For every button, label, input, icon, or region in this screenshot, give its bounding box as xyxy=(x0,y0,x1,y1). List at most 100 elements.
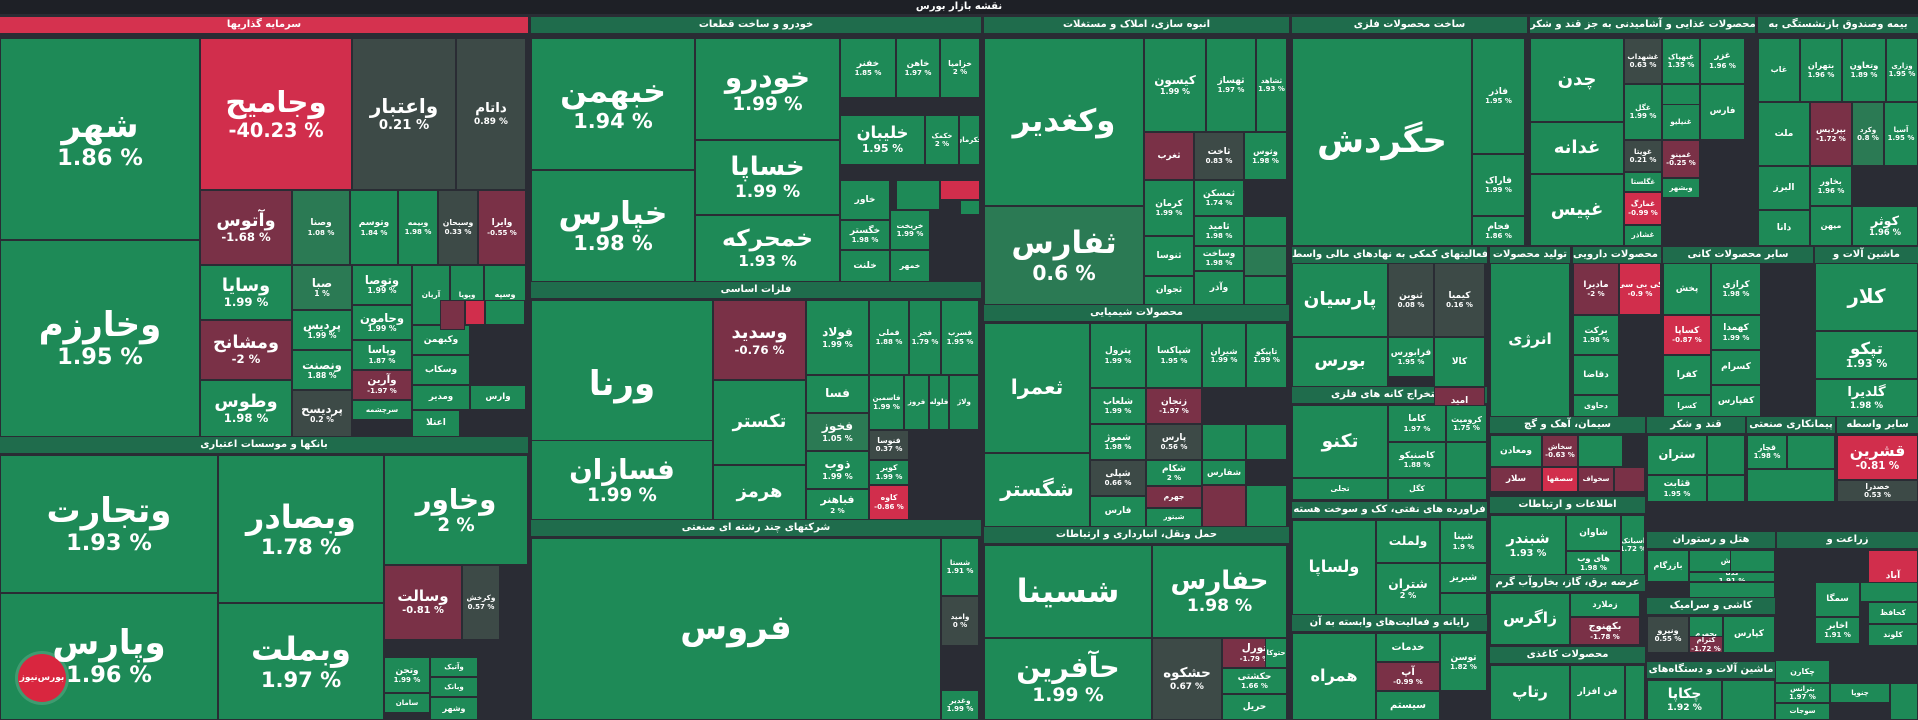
stock-tile[interactable]: حکشتی 1.66 % xyxy=(1222,668,1287,694)
stock-tile[interactable]: فاذر 1.95 % xyxy=(1472,38,1525,154)
stock-tile[interactable]: فروز xyxy=(904,375,929,430)
stock-tile[interactable]: وبملت 1.97 % xyxy=(218,603,384,720)
stock-tile[interactable]: کلار xyxy=(1815,263,1918,331)
stock-tile[interactable]: غبهپاک 1.35 % xyxy=(1662,38,1700,84)
stock-tile[interactable]: کی بی سی -0.9 % xyxy=(1619,263,1661,315)
stock-cell[interactable] xyxy=(1890,683,1918,720)
stock-tile[interactable]: کرومیت 1.75 % xyxy=(1446,405,1487,442)
stock-tile[interactable]: وتعاون 1.89 % xyxy=(1842,38,1886,102)
stock-tile[interactable]: وشهر xyxy=(430,697,478,720)
stock-cell[interactable] xyxy=(1244,276,1287,305)
stock-tile[interactable]: خدمات xyxy=(1376,633,1440,662)
stock-tile[interactable]: وکغدیر xyxy=(984,38,1144,206)
stock-cell[interactable] xyxy=(485,300,525,325)
stock-tile[interactable]: ثامید 1.98 % xyxy=(1194,216,1244,246)
stock-cell[interactable] xyxy=(1446,478,1487,500)
stock-tile[interactable]: خودرو 1.99 % xyxy=(695,38,840,140)
sector-title[interactable]: بیمه وصندوق بازنشستگی به xyxy=(1758,17,1918,33)
stock-tile[interactable]: وطوس 1.98 % xyxy=(200,380,292,437)
stock-tile[interactable]: وسدید -0.76 % xyxy=(713,300,806,380)
stock-tile[interactable]: پخش xyxy=(1663,263,1711,315)
stock-tile[interactable]: وتجارت 1.93 % xyxy=(0,455,218,593)
sector-title[interactable]: بانکها و موسسات اعتباری xyxy=(0,437,528,453)
stock-tile[interactable]: کحافظ xyxy=(1868,602,1918,624)
stock-tile[interactable]: حفارس 1.98 % xyxy=(1152,545,1287,638)
stock-tile[interactable]: ستران xyxy=(1647,435,1707,475)
stock-tile[interactable]: کهمدا 1.99 % xyxy=(1711,315,1761,350)
stock-tile[interactable]: بتهران 1.96 % xyxy=(1800,38,1842,102)
stock-tile[interactable]: خلیبان 1.95 % xyxy=(840,115,925,165)
stock-tile[interactable]: فولاد 1.99 % xyxy=(806,300,869,375)
stock-tile[interactable]: هرمز xyxy=(713,465,806,520)
stock-tile[interactable]: کپارس xyxy=(1723,616,1775,653)
stock-tile[interactable]: ومدیر xyxy=(412,385,470,410)
stock-tile[interactable]: خلنت xyxy=(840,250,890,282)
stock-tile[interactable]: خاور xyxy=(840,180,890,220)
stock-tile[interactable]: شیتور xyxy=(1146,508,1202,527)
stock-cell[interactable] xyxy=(1244,216,1287,246)
stock-tile[interactable]: شبریز xyxy=(1440,563,1487,593)
sector-title[interactable]: رایانه و فعالیت‌های وابسته به آن xyxy=(1292,615,1487,631)
stock-cell[interactable] xyxy=(1578,435,1623,467)
stock-tile[interactable]: وامید 0 % xyxy=(941,596,979,646)
stock-tile[interactable]: تجلی xyxy=(1292,478,1388,500)
stock-tile[interactable]: غشهداب 0.63 % xyxy=(1624,38,1662,84)
stock-tile[interactable]: وکبهمن xyxy=(412,325,470,355)
sector-title[interactable]: فراورده های نفتی، کک و سوخت هسته xyxy=(1292,502,1487,518)
stock-tile[interactable]: ولساپا xyxy=(1292,520,1376,615)
stock-tile[interactable]: وغدیر 1.99 % xyxy=(941,690,979,720)
sector-title[interactable]: محصولات غذایی و آشامیدنی به جز قند و شکر xyxy=(1530,17,1755,33)
stock-tile[interactable]: کاصنیکو 1.88 % xyxy=(1388,442,1446,478)
stock-tile[interactable]: ولاژ xyxy=(949,375,979,430)
stock-cell[interactable] xyxy=(1787,435,1835,469)
stock-tile[interactable]: جهرم xyxy=(1146,486,1202,508)
stock-tile[interactable]: بکهنوج -1.78 % xyxy=(1570,617,1640,645)
stock-tile[interactable]: وکرخش 0.57 % xyxy=(462,565,500,640)
stock-tile[interactable]: کسرام xyxy=(1711,350,1761,385)
stock-tile[interactable]: خپارس 1.98 % xyxy=(531,170,695,282)
stock-tile[interactable]: خگستر 1.98 % xyxy=(840,220,890,250)
stock-tile[interactable]: وسایا 1.99 % xyxy=(200,265,292,320)
stock-tile[interactable]: خاهن 1.97 % xyxy=(896,38,940,98)
sector-title[interactable]: شرکتهای چند رشته ای صنعتی xyxy=(531,520,981,536)
stock-tile[interactable]: شپنا 1.9 % xyxy=(1440,520,1487,563)
sector-title[interactable]: اطلاعات و ارتباطات xyxy=(1490,497,1645,513)
stock-tile[interactable]: وتجن 1.99 % xyxy=(384,657,430,693)
stock-tile[interactable]: وتوصا 1.99 % xyxy=(352,265,412,305)
stock-tile[interactable]: فنوسا 0.37 % xyxy=(869,430,909,460)
stock-cell[interactable] xyxy=(1689,582,1775,598)
stock-tile[interactable]: کساپا -0.87 % xyxy=(1663,315,1711,355)
stock-cell[interactable] xyxy=(465,300,485,325)
stock-tile[interactable]: خمحرکه 1.93 % xyxy=(695,215,840,282)
stock-tile[interactable]: فسا xyxy=(806,375,869,413)
sector-title[interactable]: محصولات کاغذی xyxy=(1490,647,1645,663)
sector-title[interactable]: خودرو و ساخت قطعات xyxy=(531,17,981,33)
stock-tile[interactable]: ثشاهد 1.93 % xyxy=(1256,38,1287,132)
stock-cell[interactable] xyxy=(1440,593,1487,615)
stock-tile[interactable]: فخوز 1.05 % xyxy=(806,413,869,451)
stock-tile[interactable]: غگل 1.99 % xyxy=(1624,84,1662,140)
stock-cell[interactable] xyxy=(940,180,980,200)
stock-tile[interactable]: سوجات xyxy=(1775,703,1830,720)
stock-cell[interactable] xyxy=(1707,475,1745,502)
stock-tile[interactable]: واعتبار 0.21 % xyxy=(352,38,456,190)
sector-title[interactable]: سایر واسطه xyxy=(1837,417,1918,433)
stock-tile[interactable]: پترول 1.99 % xyxy=(1090,323,1146,388)
stock-tile[interactable]: وکرد 0.8 % xyxy=(1852,102,1884,166)
sector-title[interactable]: انبوه سازی، املاک و مستغلات xyxy=(984,17,1289,33)
stock-tile[interactable]: گدنا 1.91 % xyxy=(1689,572,1775,582)
stock-tile[interactable]: کیسون 1.99 % xyxy=(1144,38,1206,132)
stock-tile[interactable]: کلوند xyxy=(1868,624,1918,646)
stock-tile[interactable]: وسالت -0.81 % xyxy=(384,565,462,640)
stock-tile[interactable]: ومعادن xyxy=(1490,435,1542,467)
stock-tile[interactable]: فملی 1.88 % xyxy=(869,300,909,375)
stock-tile[interactable]: کاوه -0.86 % xyxy=(869,485,909,520)
stock-tile[interactable]: میهن xyxy=(1810,206,1852,246)
stock-tile[interactable]: قچار 1.98 % xyxy=(1747,435,1787,469)
stock-cell[interactable] xyxy=(1722,680,1775,720)
stock-tile[interactable]: سیستم xyxy=(1376,691,1440,720)
stock-tile[interactable]: سمگا xyxy=(1815,582,1860,617)
stock-tile[interactable]: ومشانح -2 % xyxy=(200,320,292,380)
stock-tile[interactable]: غویتا 0.21 % xyxy=(1624,140,1662,172)
stock-tile[interactable]: کالا xyxy=(1434,337,1485,387)
